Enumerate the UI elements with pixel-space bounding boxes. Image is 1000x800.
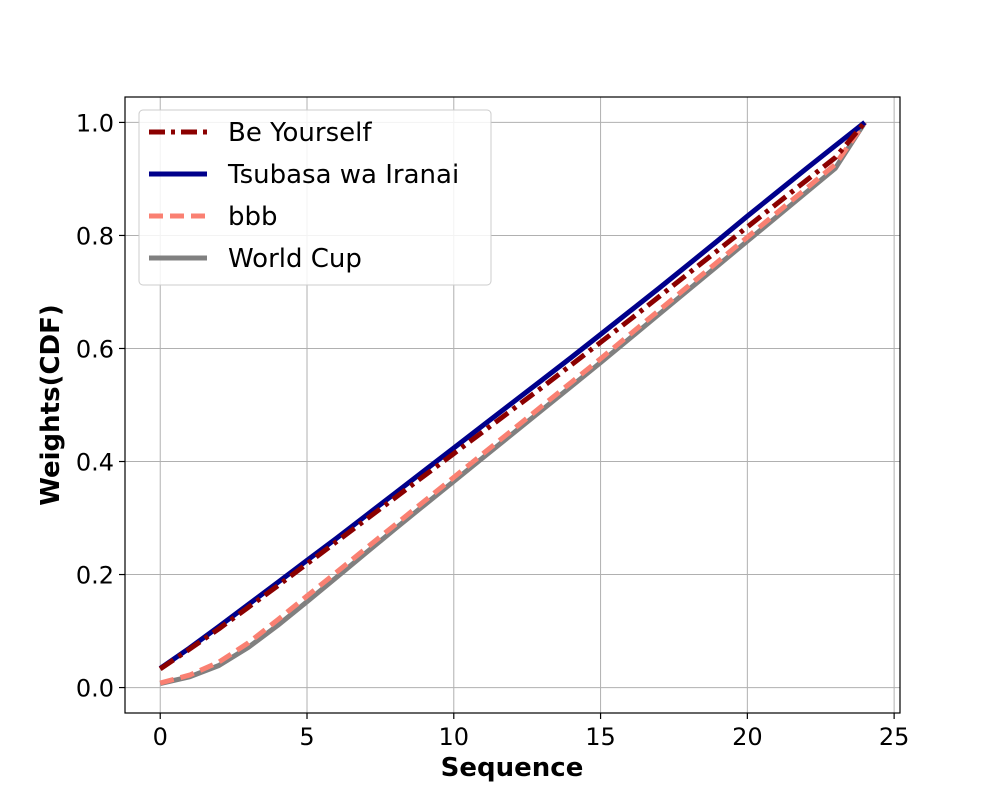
x-tick-label: 25 — [879, 723, 910, 751]
legend-label: bbb — [228, 202, 278, 232]
x-axis: 0 5 10 15 20 25 — [153, 713, 910, 751]
y-tick-label: 0.8 — [76, 222, 114, 250]
legend-label: Be Yourself — [228, 118, 372, 148]
y-tick-label: 0.0 — [76, 675, 114, 703]
x-tick-label: 0 — [153, 723, 168, 751]
x-tick-label: 20 — [732, 723, 763, 751]
legend-label: World Cup — [228, 244, 362, 274]
x-tick-label: 5 — [299, 723, 314, 751]
series-line-be-yourself — [158, 120, 867, 671]
y-tick-label: 0.6 — [76, 335, 114, 363]
legend-box — [138, 109, 492, 286]
series-layer — [158, 120, 867, 687]
legend: Be Yourself Tsubasa wa Iranai bbb World Cup — [138, 109, 492, 286]
x-tick-label: 10 — [439, 723, 470, 751]
series-line-world-cup — [159, 121, 867, 687]
legend-label: Tsubasa wa Iranai — [227, 160, 459, 190]
y-tick-label: 1.0 — [76, 109, 114, 137]
y-tick-label: 0.4 — [76, 449, 114, 477]
x-axis-label: Sequence — [441, 753, 584, 783]
y-tick-label: 0.2 — [76, 562, 114, 590]
series-line-tsubasa-wa-iranai — [158, 120, 867, 671]
plot-frame — [124, 96, 901, 714]
y-axis: 0.0 0.2 0.4 0.6 0.8 1.0 — [76, 109, 125, 703]
x-tick-label: 15 — [585, 723, 616, 751]
series-line-bbb — [159, 120, 867, 686]
y-axis-label: Weights(CDF) — [36, 304, 66, 506]
